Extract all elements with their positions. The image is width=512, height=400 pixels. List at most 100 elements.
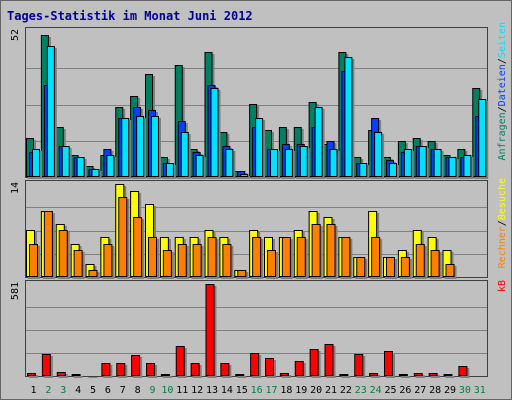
kb-bar	[27, 373, 36, 376]
seiten-bar	[299, 146, 308, 177]
seiten-bar	[210, 88, 219, 177]
rechner-bar	[267, 250, 276, 277]
seiten-bar	[121, 118, 130, 177]
bottom-legend: kB	[497, 280, 508, 292]
kb-bar	[220, 363, 230, 376]
x-axis-label: 25	[384, 385, 396, 396]
rechner-bar	[445, 264, 455, 277]
x-axis-label: 3	[60, 385, 66, 396]
x-axis-label: 7	[120, 385, 126, 396]
middle-legend: Rechner/Besuche	[497, 178, 508, 268]
legend-separator: /	[497, 106, 508, 112]
seiten-bar	[433, 149, 442, 177]
rechner-bar	[400, 257, 410, 277]
kb-bar	[428, 373, 438, 376]
x-axis-label: 13	[206, 385, 218, 396]
rechner-bar	[29, 244, 38, 277]
rechner-bar	[430, 250, 440, 277]
x-axis-label: 16	[251, 385, 263, 396]
rechner-bar	[58, 230, 68, 277]
kb-bar	[324, 344, 334, 376]
rechner-bar	[148, 237, 157, 277]
x-axis-label: 12	[191, 385, 203, 396]
kb-bar-shadow	[430, 375, 440, 378]
rechner-bar	[162, 250, 172, 277]
kb-bar	[190, 363, 200, 376]
seiten-bar	[284, 149, 293, 177]
kb-bar	[146, 363, 155, 376]
seiten-bar	[255, 118, 264, 177]
kb-bar	[250, 353, 260, 376]
top-max-label: 52	[10, 29, 21, 41]
x-axis-label: 14	[221, 385, 233, 396]
kb-bar	[458, 366, 468, 376]
x-axis-label: 8	[135, 385, 141, 396]
kb-bar	[131, 355, 141, 376]
kb-bar	[384, 351, 393, 376]
rechner-bar	[281, 237, 291, 277]
seiten-bar	[180, 132, 189, 177]
x-axis-label: 21	[325, 385, 337, 396]
seiten-bar	[463, 155, 472, 177]
kb-bar-shadow	[88, 377, 98, 378]
kb-bar-shadow	[162, 376, 172, 378]
x-axis-label: 4	[75, 385, 81, 396]
kb-bar	[160, 374, 170, 376]
kb-bar	[101, 363, 111, 376]
legend-kb: kB	[497, 280, 508, 292]
legend-besuche: Besuche	[497, 178, 508, 220]
kb-bar-shadow	[29, 375, 38, 378]
rechner-bar	[222, 244, 232, 277]
legend-dateien: Dateien	[497, 64, 508, 106]
legend-rechner: Rechner	[497, 226, 508, 268]
x-axis-label: 30	[459, 385, 471, 396]
rechner-bar	[296, 237, 306, 277]
kb-bar	[413, 373, 423, 376]
x-axis-label: 27	[414, 385, 426, 396]
rechner-bar	[103, 244, 113, 277]
x-axis-label: 11	[176, 385, 188, 396]
seiten-bar	[344, 57, 353, 177]
seiten-bar	[389, 163, 397, 177]
rechner-bar	[311, 224, 321, 277]
rechner-bar	[73, 250, 83, 277]
seiten-bar	[240, 174, 249, 177]
kb-bar	[294, 361, 304, 376]
rechner-bar	[43, 211, 53, 277]
x-axis-label: 28	[429, 385, 441, 396]
middle-max-label: 14	[10, 182, 21, 194]
seiten-bar	[225, 149, 234, 177]
x-axis-label: 15	[236, 385, 248, 396]
rechner-bar	[177, 244, 187, 277]
seiten-bar	[91, 169, 100, 177]
x-axis-label: 19	[295, 385, 307, 396]
kb-bar-shadow	[445, 376, 455, 378]
bottom-max-label: 581	[10, 282, 21, 300]
x-axis-label: 20	[310, 385, 322, 396]
seiten-bar	[76, 157, 85, 177]
rechner-bar	[207, 237, 217, 277]
seiten-bar	[165, 163, 174, 177]
rechner-bar	[356, 257, 366, 277]
chart-title: Tages-Statistik im Monat Juni 2012	[7, 9, 253, 23]
legend-seiten: Seiten	[497, 22, 508, 58]
x-axis-label: 29	[444, 385, 456, 396]
kb-bar	[354, 354, 364, 376]
x-axis-label: 24	[370, 385, 382, 396]
x-axis-label: 26	[399, 385, 411, 396]
x-axis-label: 10	[161, 385, 173, 396]
seiten-bar	[136, 116, 145, 177]
kb-bar	[279, 373, 289, 376]
seiten-bar	[151, 116, 159, 177]
kb-bar-shadow	[73, 376, 83, 378]
x-axis-label: 17	[265, 385, 277, 396]
rechner-bar	[341, 237, 351, 277]
kb-bar	[309, 349, 319, 376]
kb-bar-shadow	[281, 375, 291, 378]
kb-bar-shadow	[341, 376, 351, 378]
kb-bar-shadow	[415, 375, 425, 378]
kb-bar-shadow	[400, 376, 410, 378]
seiten-bar	[448, 157, 457, 177]
